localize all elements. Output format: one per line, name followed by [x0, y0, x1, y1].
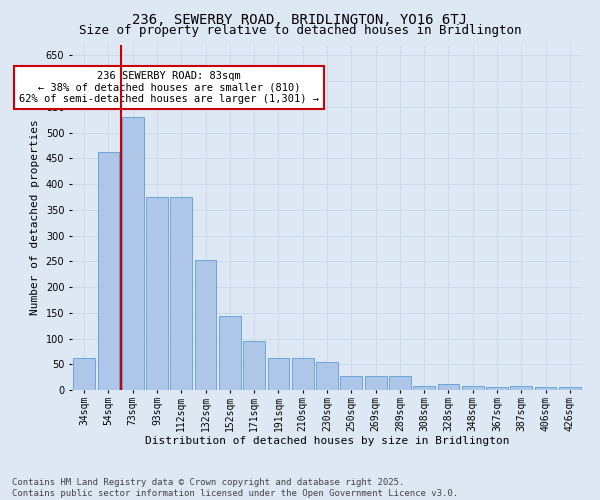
Text: 236, SEWERBY ROAD, BRIDLINGTON, YO16 6TJ: 236, SEWERBY ROAD, BRIDLINGTON, YO16 6TJ: [133, 12, 467, 26]
Bar: [73, 358, 95, 390]
X-axis label: Distribution of detached houses by size in Bridlington: Distribution of detached houses by size …: [145, 436, 509, 446]
Bar: [219, 316, 241, 390]
Bar: [122, 117, 143, 390]
Bar: [292, 358, 314, 390]
Bar: [97, 152, 119, 390]
Bar: [268, 358, 289, 390]
Bar: [365, 376, 386, 390]
Bar: [340, 376, 362, 390]
Bar: [462, 386, 484, 390]
Bar: [194, 260, 217, 390]
Bar: [559, 388, 581, 390]
Bar: [511, 386, 532, 390]
Text: 236 SEWERBY ROAD: 83sqm
← 38% of detached houses are smaller (810)
62% of semi-d: 236 SEWERBY ROAD: 83sqm ← 38% of detache…: [19, 70, 319, 104]
Text: Contains HM Land Registry data © Crown copyright and database right 2025.
Contai: Contains HM Land Registry data © Crown c…: [12, 478, 458, 498]
Bar: [486, 388, 508, 390]
Y-axis label: Number of detached properties: Number of detached properties: [30, 120, 40, 316]
Text: Size of property relative to detached houses in Bridlington: Size of property relative to detached ho…: [79, 24, 521, 37]
Bar: [437, 384, 460, 390]
Bar: [170, 197, 192, 390]
Bar: [413, 386, 435, 390]
Bar: [243, 341, 265, 390]
Bar: [146, 197, 168, 390]
Bar: [535, 388, 556, 390]
Bar: [316, 362, 338, 390]
Bar: [389, 376, 411, 390]
